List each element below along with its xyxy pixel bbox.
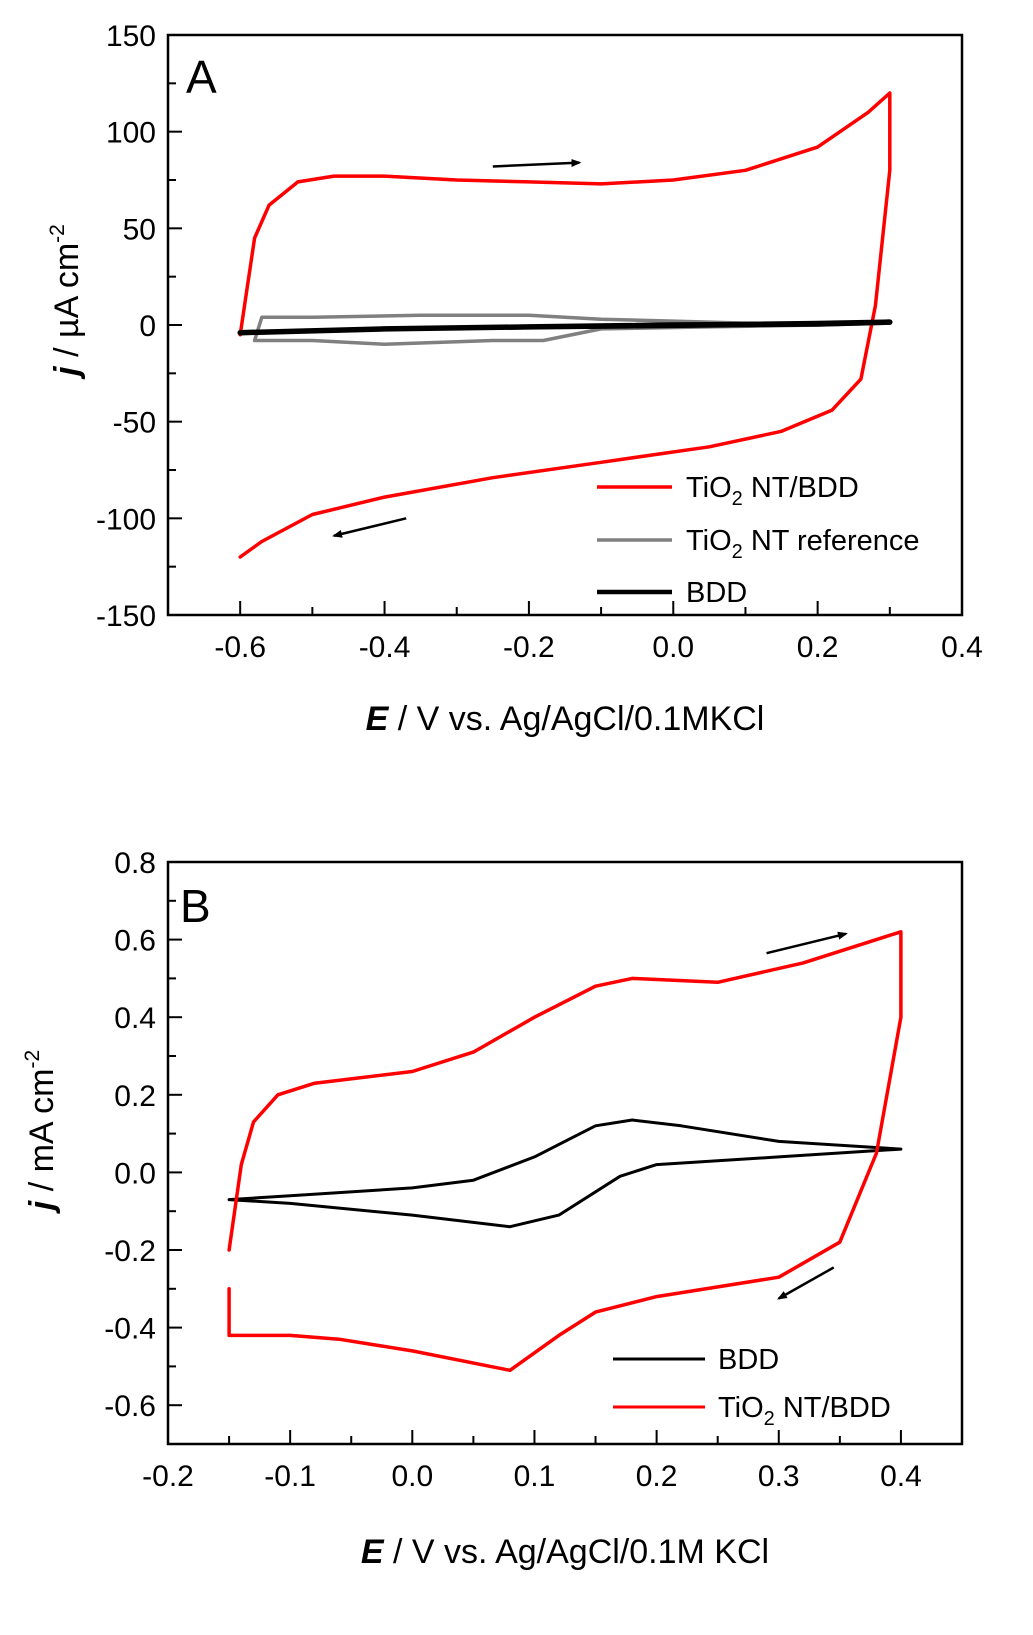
legend-label-tio2-nt-reference: TiO2 NT reference — [686, 525, 920, 563]
legend-label-tio2-nt-bdd: TiO2 NT/BDD — [718, 1392, 891, 1430]
panel-a-scan-direction-arrow — [332, 517, 407, 538]
panel-b-x-tick-label: 0.3 — [758, 1460, 800, 1493]
panel-a-y-tick-label: 150 — [106, 20, 156, 53]
panel-b-x-tick-label: 0.4 — [880, 1460, 922, 1493]
panel-a-x-tick-label: -0.6 — [214, 631, 266, 664]
panel-b-x-tick-label: -0.1 — [264, 1460, 316, 1493]
panel-b-y-tick-label: -0.2 — [104, 1235, 156, 1268]
panel-b-y-tick-label: -0.6 — [104, 1390, 156, 1423]
panel-b-x-tick-label: 0.2 — [636, 1460, 678, 1493]
panel-a-y-tick-label: -150 — [96, 600, 156, 633]
panel-a-y-tick-label: -50 — [113, 407, 156, 440]
panel-a-x-tick-label: 0.4 — [941, 631, 983, 664]
panel-a-x-tick-label: -0.4 — [359, 631, 411, 664]
panel-a-legend: TiO2 NT/BDD TiO2 NT reference BDD — [597, 472, 920, 609]
panel-b-series-tio2-nt-bdd — [227, 930, 903, 1373]
panel-b-y-tick-label: 0.4 — [114, 1002, 156, 1035]
panel-b-y-tick-label: -0.4 — [104, 1313, 156, 1346]
panel-a-series-tio2-nt-bdd — [238, 91, 892, 559]
legend-entry-tio2-nt-reference: TiO2 NT reference — [597, 525, 920, 563]
legend-label-bdd: BDD — [718, 1344, 779, 1376]
panel-b-series-bdd — [227, 1118, 903, 1229]
panel-a-x-tick-label: -0.2 — [503, 631, 555, 664]
panel-b-y-tick-label: 0.2 — [114, 1080, 156, 1113]
panel-a-y-tick-label: 100 — [106, 117, 156, 150]
panel-b-y-axis-title: j / mA cm-2 — [21, 1050, 61, 1214]
panel-b-x-tick-label: 0.1 — [514, 1460, 556, 1493]
panel-b-legend: BDD TiO2 NT/BDD — [613, 1344, 891, 1430]
panel-b-scan-direction-arrow — [766, 931, 848, 955]
panel-b-scan-direction-arrow — [777, 1266, 835, 1300]
panel-a-y-tick-label: 50 — [123, 213, 156, 246]
panel-b-y-tick-label: 0.8 — [114, 847, 156, 880]
panel-b-label: B — [180, 880, 211, 932]
panel-a-scan-direction-arrow — [492, 158, 582, 168]
panel-b-plot-frame — [166, 860, 964, 1446]
panel-b-y-tick-label: 0.6 — [114, 925, 156, 958]
legend-entry-bdd: BDD — [613, 1344, 779, 1376]
panel-a-x-tick-label: 0.2 — [797, 631, 839, 664]
panel-a-series-bdd — [237, 319, 893, 336]
panel-a-label: A — [186, 51, 217, 103]
panel-a-y-axis-title: j / µA cm-2 — [46, 224, 86, 380]
panel-a-y-tick-label: 0 — [139, 310, 156, 343]
legend-label-bdd: BDD — [686, 577, 747, 609]
panel-a-x-tick-label: 0.0 — [652, 631, 694, 664]
panel-b-y-tick-label: 0.0 — [114, 1157, 156, 1190]
panel-b-x-tick-label: 0.0 — [391, 1460, 433, 1493]
legend-entry-tio2-nt-bdd: TiO2 NT/BDD — [613, 1392, 891, 1430]
legend-entry-bdd: BDD — [597, 577, 747, 609]
panel-b-x-axis-title: E / V vs. Ag/AgCl/0.1M KCl — [361, 1533, 769, 1571]
legend-label-tio2-nt-bdd: TiO2 NT/BDD — [686, 472, 859, 510]
panel-a-x-axis-title: E / V vs. Ag/AgCl/0.1MKCl — [366, 700, 765, 738]
panel-a-y-tick-label: -100 — [96, 503, 156, 536]
panel-b-chart: -0.2 -0.1 0.0 0.1 0.2 0.3 0.4 0.8 0.6 0.4 0.2 0.0 -0… — [21, 847, 964, 1571]
panel-a-chart: -0.6 -0.4 -0.2 0.0 0.2 0.4 150 100 50 0 -50 -100 -15… — [46, 20, 983, 738]
panel-b-x-tick-label: -0.2 — [142, 1460, 194, 1493]
legend-entry-tio2-nt-bdd: TiO2 NT/BDD — [597, 472, 859, 510]
